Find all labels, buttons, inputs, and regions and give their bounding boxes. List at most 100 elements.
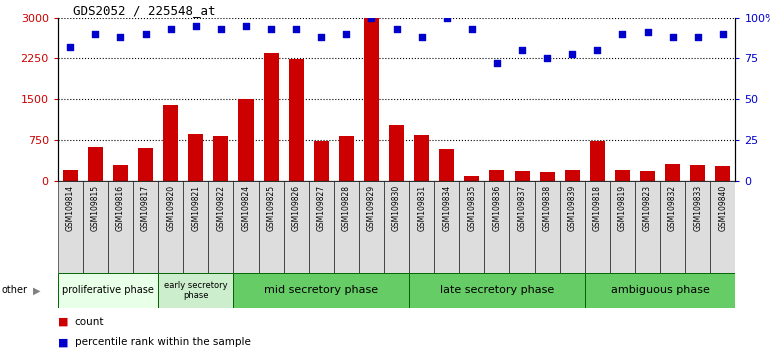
Point	[340, 31, 353, 37]
Text: proliferative phase: proliferative phase	[62, 285, 154, 295]
Text: ambiguous phase: ambiguous phase	[611, 285, 709, 295]
Text: GSM109831: GSM109831	[417, 185, 426, 231]
Text: GSM109837: GSM109837	[517, 185, 527, 232]
Bar	[490, 170, 504, 181]
Text: early secretory
phase: early secretory phase	[164, 281, 228, 300]
Point	[215, 26, 227, 32]
Text: GSM109833: GSM109833	[693, 185, 702, 232]
FancyBboxPatch shape	[283, 181, 309, 273]
Text: GSM109823: GSM109823	[643, 185, 652, 231]
Text: GSM109839: GSM109839	[567, 185, 577, 232]
Point	[265, 26, 277, 32]
Text: late secretory phase: late secretory phase	[440, 285, 554, 295]
FancyBboxPatch shape	[660, 181, 685, 273]
Text: GSM109828: GSM109828	[342, 185, 351, 231]
FancyBboxPatch shape	[58, 273, 158, 308]
Point	[717, 31, 729, 37]
Bar	[188, 135, 203, 181]
Text: GSM109822: GSM109822	[216, 185, 226, 231]
Text: GSM109838: GSM109838	[543, 185, 551, 231]
FancyBboxPatch shape	[58, 181, 83, 273]
Text: other: other	[2, 285, 28, 295]
Text: GSM109835: GSM109835	[467, 185, 477, 232]
Bar	[690, 165, 705, 181]
Text: GSM109840: GSM109840	[718, 185, 728, 232]
Bar	[414, 136, 429, 181]
Point	[239, 23, 252, 29]
FancyBboxPatch shape	[334, 181, 359, 273]
Point	[691, 34, 704, 40]
Bar	[138, 148, 153, 181]
Bar	[564, 170, 580, 181]
Point	[641, 29, 654, 35]
Point	[290, 26, 303, 32]
FancyBboxPatch shape	[584, 273, 735, 308]
Text: GSM109815: GSM109815	[91, 185, 100, 231]
Bar	[590, 141, 605, 181]
Bar	[439, 149, 454, 181]
Point	[64, 44, 76, 50]
Bar	[464, 176, 480, 181]
Bar	[640, 171, 655, 181]
FancyBboxPatch shape	[158, 273, 233, 308]
Point	[114, 34, 126, 40]
Text: GSM109824: GSM109824	[242, 185, 250, 231]
Point	[616, 31, 628, 37]
FancyBboxPatch shape	[434, 181, 459, 273]
Text: mid secretory phase: mid secretory phase	[264, 285, 378, 295]
Bar	[239, 99, 253, 181]
FancyBboxPatch shape	[158, 181, 183, 273]
Text: ■: ■	[58, 317, 69, 327]
Text: GSM109817: GSM109817	[141, 185, 150, 231]
FancyBboxPatch shape	[409, 181, 434, 273]
Text: GSM109836: GSM109836	[493, 185, 501, 232]
Point	[541, 56, 554, 61]
Bar	[213, 136, 229, 181]
Point	[89, 31, 102, 37]
Text: GSM109826: GSM109826	[292, 185, 300, 231]
Bar	[289, 59, 303, 181]
Point	[365, 15, 377, 21]
FancyBboxPatch shape	[484, 181, 510, 273]
Point	[466, 26, 478, 32]
Point	[416, 34, 428, 40]
Text: GSM109825: GSM109825	[266, 185, 276, 231]
Point	[490, 61, 503, 66]
FancyBboxPatch shape	[233, 181, 259, 273]
Point	[667, 34, 679, 40]
FancyBboxPatch shape	[209, 181, 233, 273]
Bar	[63, 170, 78, 181]
FancyBboxPatch shape	[584, 181, 610, 273]
Text: GSM109820: GSM109820	[166, 185, 176, 231]
FancyBboxPatch shape	[133, 181, 158, 273]
Bar	[615, 170, 630, 181]
Bar	[263, 53, 279, 181]
FancyBboxPatch shape	[384, 181, 409, 273]
Bar	[389, 125, 404, 181]
Point	[189, 23, 202, 29]
FancyBboxPatch shape	[610, 181, 635, 273]
Point	[139, 31, 152, 37]
FancyBboxPatch shape	[510, 181, 534, 273]
Text: GDS2052 / 225548_at: GDS2052 / 225548_at	[73, 4, 216, 17]
FancyBboxPatch shape	[560, 181, 584, 273]
Bar	[364, 18, 379, 181]
Bar	[313, 141, 329, 181]
Text: GSM109827: GSM109827	[316, 185, 326, 231]
Text: GSM109834: GSM109834	[442, 185, 451, 232]
Point	[165, 26, 177, 32]
FancyBboxPatch shape	[409, 273, 584, 308]
Bar	[715, 166, 730, 181]
Bar	[88, 147, 103, 181]
Text: ■: ■	[58, 337, 69, 348]
FancyBboxPatch shape	[233, 273, 409, 308]
Text: GSM109818: GSM109818	[593, 185, 602, 231]
Text: GSM109814: GSM109814	[65, 185, 75, 231]
FancyBboxPatch shape	[108, 181, 133, 273]
Point	[516, 47, 528, 53]
Point	[440, 15, 453, 21]
Text: GSM109819: GSM109819	[618, 185, 627, 231]
Text: ▶: ▶	[33, 285, 41, 295]
Text: GSM109830: GSM109830	[392, 185, 401, 232]
FancyBboxPatch shape	[183, 181, 209, 273]
